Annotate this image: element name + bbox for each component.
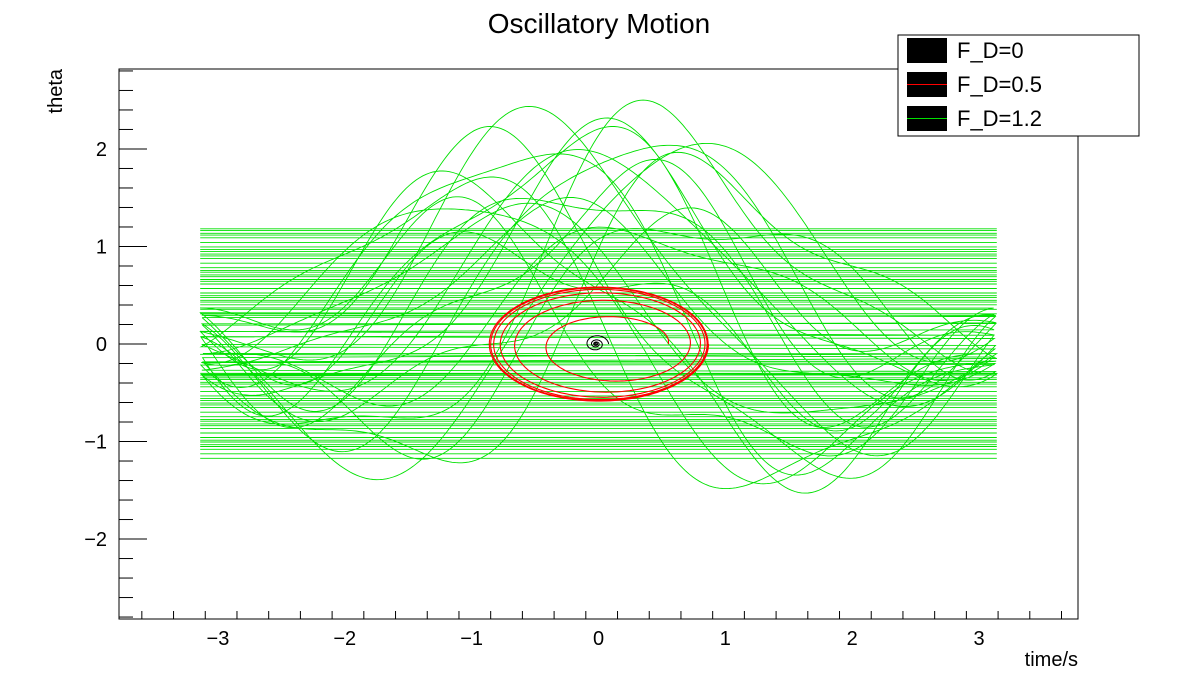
- legend-label-fd05: F_D=0.5: [957, 72, 1042, 97]
- y-tick-label: 0: [96, 334, 107, 356]
- x-tick-label: 3: [973, 628, 984, 650]
- y-axis-label: theta: [45, 68, 67, 113]
- legend-label-fd0: F_D=0: [957, 38, 1024, 63]
- plot-frame: [118, 68, 1079, 620]
- x-tick-label: 1: [720, 628, 731, 650]
- x-axis-label: time/s: [1025, 649, 1078, 671]
- x-tick-label: 2: [847, 628, 858, 650]
- legend-swatch-fd0: [907, 38, 947, 63]
- y-tick-label: 1: [96, 236, 107, 258]
- trajectory-fd05: [488, 286, 710, 402]
- trajectory-fd12: [199, 99, 999, 494]
- y-tick-label: −1: [84, 432, 107, 454]
- x-tick-label: 0: [593, 628, 604, 650]
- trajectories: [199, 99, 999, 494]
- legend-entry-fd05: F_D=0.5: [907, 72, 1042, 97]
- legend: F_D=0 F_D=0.5 F_D=1.2: [897, 34, 1140, 137]
- legend-entry-fd12: F_D=1.2: [907, 106, 1042, 131]
- y-tick-label: −2: [84, 529, 107, 551]
- y-tick-label: 2: [96, 139, 107, 161]
- x-tick-label: −1: [460, 628, 483, 650]
- axes: −3 −2 −1 0 1 2 3 −2 −1 0 1 2: [84, 70, 1063, 650]
- trajectory-fd0: [586, 335, 610, 351]
- legend-label-fd12: F_D=1.2: [957, 106, 1042, 131]
- x-tick-label: −3: [207, 628, 230, 650]
- x-tick-label: −2: [333, 628, 356, 650]
- legend-entry-fd0: F_D=0: [907, 38, 1024, 63]
- chart-title: Oscillatory Motion: [488, 8, 711, 39]
